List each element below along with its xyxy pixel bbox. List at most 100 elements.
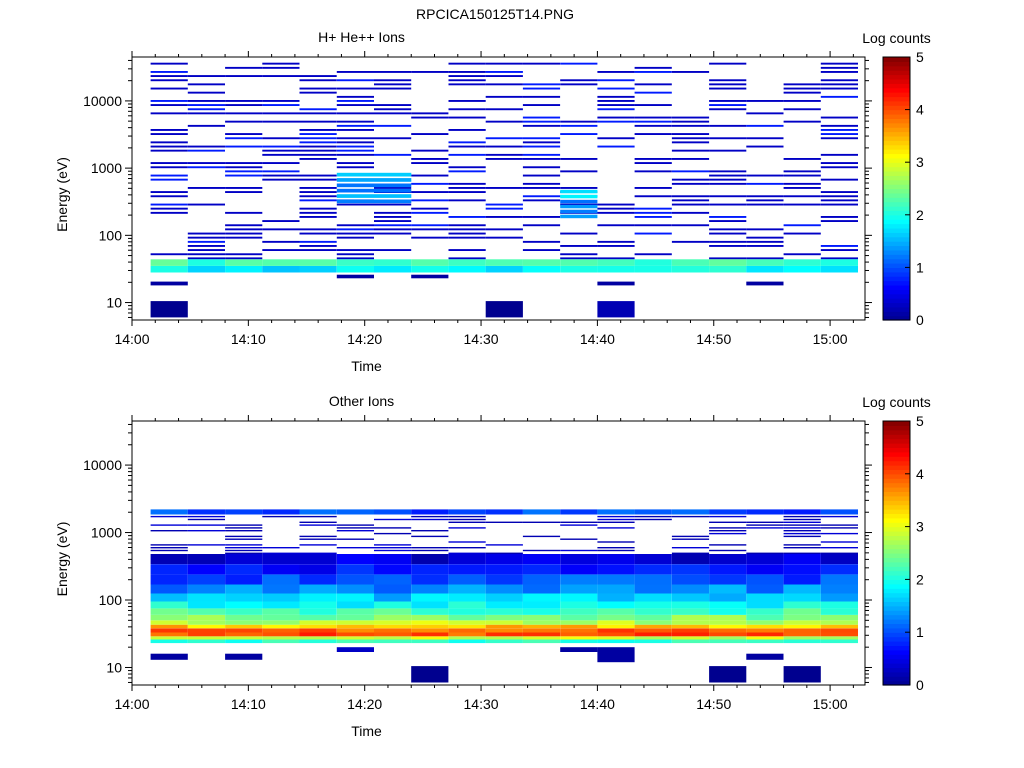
- heatmap-cell: [634, 636, 672, 640]
- heatmap-cell: [560, 245, 598, 247]
- heatmap-cell: [187, 601, 225, 609]
- heatmap-cell: [262, 624, 300, 629]
- heatmap-cell: [671, 158, 710, 160]
- heatmap-cell: [783, 530, 821, 532]
- colorbar-segment: [883, 254, 910, 260]
- heatmap-cell: [485, 228, 523, 231]
- heatmap-cell: [560, 639, 598, 644]
- heatmap-cell: [448, 249, 486, 251]
- heatmap-cell: [299, 199, 337, 202]
- heatmap-cell: [746, 145, 784, 148]
- heatmap-cell: [448, 552, 486, 554]
- heatmap-cell: [262, 112, 300, 115]
- heatmap-cell: [709, 257, 747, 260]
- heatmap-cell: [374, 104, 412, 106]
- x-tick-label: 14:10: [231, 331, 266, 347]
- colorbar-tick-label: 3: [916, 154, 924, 170]
- heatmap-cell: [560, 509, 598, 515]
- heatmap-cell: [225, 137, 263, 140]
- heatmap-cell: [374, 187, 412, 189]
- heatmap-cell: [746, 137, 784, 140]
- heatmap-cell: [336, 100, 374, 102]
- colorbar-segment: [883, 526, 910, 532]
- heatmap-cell: [560, 521, 598, 523]
- heatmap-cell: [299, 112, 337, 115]
- colorbar-segment: [883, 649, 910, 655]
- heatmap-cell: [187, 75, 225, 77]
- colorbar-segment: [883, 429, 910, 435]
- heatmap-cell: [746, 608, 784, 615]
- heatmap-cell: [225, 174, 263, 177]
- heatmap-cell: [597, 554, 635, 565]
- colorbar-segment: [883, 421, 910, 426]
- heatmap-cell: [485, 554, 523, 565]
- heatmap-cell: [522, 216, 561, 218]
- heatmap-cell: [299, 632, 337, 637]
- heatmap-cell: [597, 509, 635, 515]
- heatmap-cell: [225, 601, 263, 609]
- colorbar-segment: [883, 548, 910, 554]
- heatmap-cell: [597, 521, 635, 523]
- heatmap-cell: [560, 199, 598, 204]
- colorbar-segment: [883, 504, 910, 510]
- heatmap-cell: [522, 584, 561, 594]
- heatmap-cell: [225, 530, 263, 532]
- heatmap-cell: [783, 259, 821, 266]
- colorbar-segment: [883, 583, 910, 589]
- heatmap-cell: [336, 71, 374, 73]
- heatmap-cell: [746, 195, 784, 198]
- heatmap-cell: [709, 624, 747, 629]
- heatmap-cell: [336, 624, 374, 629]
- heatmap-cell: [709, 245, 747, 247]
- colorbar-segment: [883, 245, 910, 251]
- heatmap-cell: [634, 265, 672, 273]
- heatmap-cell: [634, 66, 672, 69]
- heatmap-cell: [262, 574, 300, 585]
- heatmap-cell: [820, 191, 858, 193]
- heatmap-cell: [299, 174, 337, 177]
- y-tick-label: 1000: [91, 525, 122, 541]
- heatmap-cell: [671, 211, 710, 214]
- heatmap-cell: [671, 509, 710, 515]
- heatmap-cell: [374, 608, 412, 615]
- heatmap-cell: [746, 527, 784, 529]
- heatmap-cell: [746, 552, 784, 554]
- heatmap-cell: [671, 639, 710, 644]
- y-tick-label: 100: [99, 592, 123, 608]
- heatmap-cell: [448, 216, 486, 218]
- colorbar-segment: [883, 676, 910, 682]
- heatmap-cell: [374, 564, 412, 575]
- heatmap-cell: [560, 253, 598, 256]
- heatmap-cell: [374, 593, 412, 602]
- heatmap-cell: [783, 564, 821, 575]
- colorbar-segment: [883, 588, 910, 594]
- heatmap-cell: [225, 145, 263, 148]
- heatmap-cell: [783, 535, 821, 538]
- y-tick-label: 10000: [83, 457, 122, 473]
- heatmap-cell: [150, 601, 188, 609]
- heatmap-cell: [448, 632, 486, 637]
- heatmap-cell: [448, 601, 486, 609]
- heatmap-cell: [411, 112, 449, 115]
- colorbar-segment: [883, 61, 910, 67]
- heatmap-cell: [374, 259, 412, 266]
- colorbar-segment: [883, 78, 910, 84]
- heatmap-cell: [560, 209, 598, 214]
- heatmap-cell: [522, 620, 561, 625]
- heatmap-cell: [448, 224, 486, 227]
- heatmap-cell: [262, 100, 300, 102]
- heatmap-cell: [560, 524, 598, 526]
- colorbar-segment: [883, 74, 910, 80]
- heatmap-cell: [299, 639, 337, 644]
- heatmap-cell: [671, 628, 710, 633]
- heatmap-cell: [820, 195, 858, 198]
- heatmap-cell: [522, 62, 561, 65]
- x-tick-label: 14:40: [580, 696, 615, 712]
- heatmap-cell: [671, 624, 710, 629]
- heatmap-cell: [411, 515, 449, 518]
- heatmap-cell: [820, 524, 858, 526]
- heatmap-cell: [597, 301, 635, 318]
- heatmap-cell: [262, 632, 300, 637]
- heatmap-cell: [560, 584, 598, 594]
- heatmap-cell: [262, 509, 300, 515]
